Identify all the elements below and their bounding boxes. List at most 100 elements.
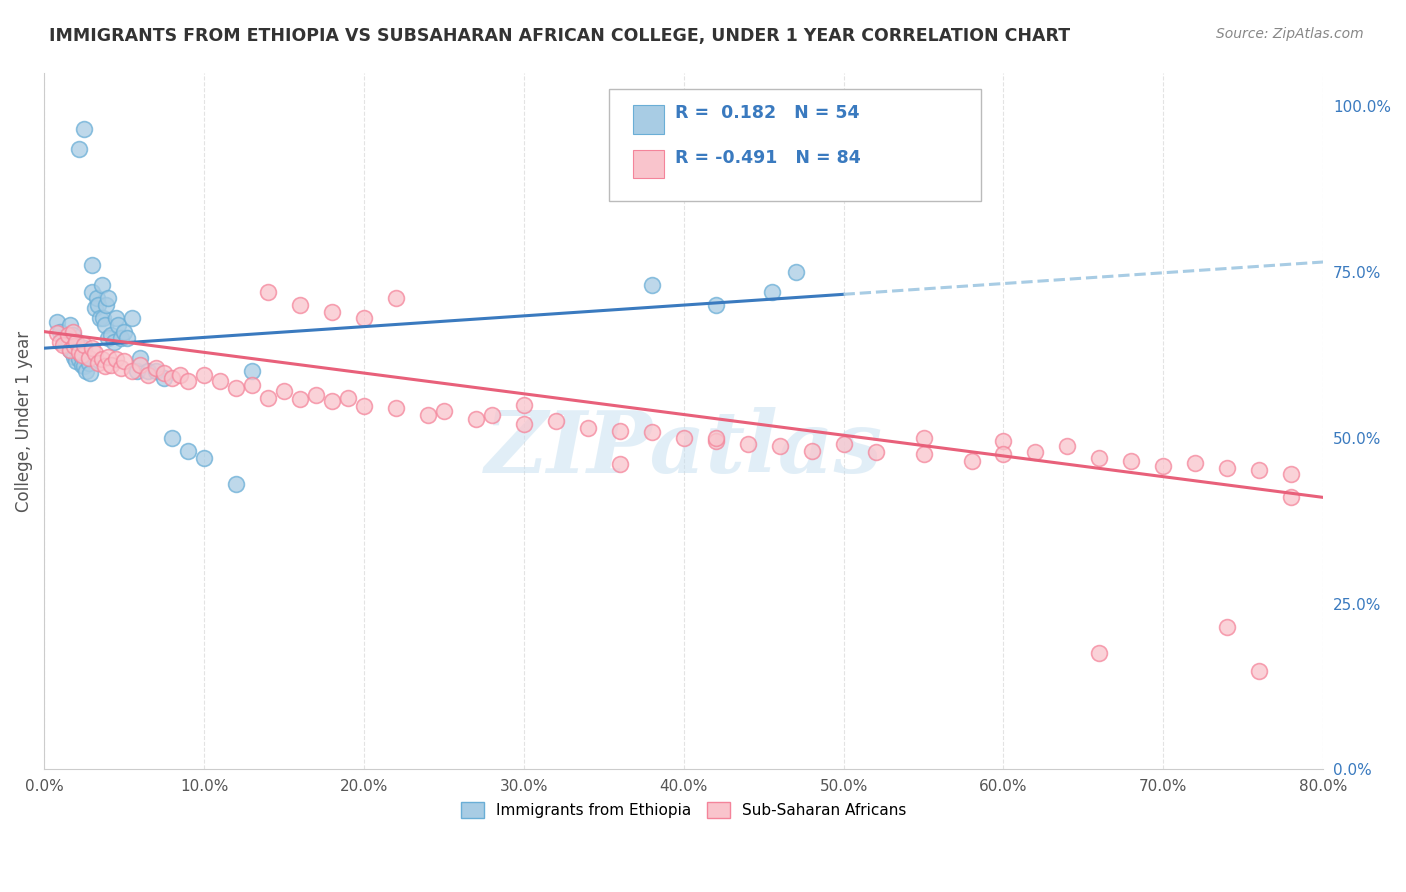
Text: R = -0.491   N = 84: R = -0.491 N = 84: [675, 149, 860, 167]
Point: [273, 384, 295, 399]
Point: [257, 391, 280, 405]
Point: [704, 298, 727, 312]
Point: [107, 318, 129, 332]
Point: [288, 392, 311, 407]
Point: [72, 358, 94, 372]
Point: [90, 352, 112, 367]
Point: [193, 368, 215, 382]
Point: [145, 361, 167, 376]
Point: [208, 375, 231, 389]
Point: [65, 334, 87, 349]
Point: [65, 338, 87, 352]
Point: [91, 311, 114, 326]
Point: [912, 447, 935, 461]
Point: [1279, 491, 1302, 505]
Point: [97, 331, 120, 345]
Point: [321, 394, 343, 409]
Point: [105, 311, 128, 326]
Text: Source: ZipAtlas.com: Source: ZipAtlas.com: [1216, 27, 1364, 41]
Point: [832, 437, 855, 451]
Point: [1024, 445, 1046, 459]
Point: [704, 434, 727, 448]
Point: [257, 285, 280, 299]
Point: [90, 278, 112, 293]
Point: [1056, 439, 1078, 453]
Point: [72, 348, 94, 362]
Point: [641, 425, 664, 440]
Text: ZIPatlas: ZIPatlas: [485, 408, 883, 491]
Point: [45, 326, 67, 340]
Point: [84, 346, 107, 360]
Point: [89, 311, 111, 326]
Point: [70, 348, 93, 362]
Point: [513, 398, 536, 412]
Point: [353, 399, 375, 413]
Point: [87, 298, 110, 312]
Point: [73, 338, 96, 352]
Point: [73, 122, 96, 136]
Point: [129, 351, 152, 366]
Point: [544, 414, 567, 428]
Point: [576, 421, 599, 435]
Point: [1121, 454, 1143, 468]
Point: [67, 142, 90, 156]
Point: [112, 325, 135, 339]
Point: [67, 344, 90, 359]
Point: [1152, 458, 1174, 473]
Point: [993, 447, 1015, 461]
Point: [62, 325, 84, 339]
Point: [288, 298, 311, 312]
Point: [609, 457, 631, 471]
Point: [59, 343, 82, 358]
Point: [65, 354, 87, 368]
Point: [136, 364, 159, 378]
Point: [62, 327, 84, 342]
Point: [52, 338, 75, 352]
Point: [67, 352, 90, 367]
Point: [110, 361, 132, 376]
Point: [464, 412, 486, 426]
Text: IMMIGRANTS FROM ETHIOPIA VS SUBSAHARAN AFRICAN COLLEGE, UNDER 1 YEAR CORRELATION: IMMIGRANTS FROM ETHIOPIA VS SUBSAHARAN A…: [49, 27, 1070, 45]
Point: [79, 366, 101, 380]
Point: [1184, 456, 1206, 470]
Point: [433, 404, 456, 418]
Point: [96, 298, 118, 312]
Point: [385, 401, 408, 415]
Point: [177, 444, 200, 458]
Point: [62, 346, 84, 360]
Point: [56, 327, 79, 342]
Point: [193, 450, 215, 465]
Point: [769, 439, 792, 453]
Point: [865, 445, 887, 459]
Point: [960, 454, 983, 468]
Point: [336, 391, 359, 405]
Point: [1279, 467, 1302, 482]
Point: [73, 341, 96, 355]
Point: [63, 339, 86, 353]
Point: [80, 341, 103, 355]
Point: [80, 258, 103, 272]
Point: [177, 375, 200, 389]
Point: [1216, 460, 1239, 475]
Point: [117, 331, 139, 345]
Point: [49, 334, 72, 349]
Point: [125, 364, 148, 378]
Point: [160, 371, 183, 385]
Point: [513, 417, 536, 432]
Point: [87, 356, 110, 370]
Point: [240, 364, 263, 378]
Point: [80, 285, 103, 299]
Point: [385, 292, 408, 306]
Point: [121, 364, 143, 378]
Point: [704, 431, 727, 445]
Point: [110, 331, 132, 345]
Point: [94, 359, 117, 373]
Point: [321, 304, 343, 318]
Point: [49, 325, 72, 339]
Point: [121, 311, 143, 326]
Point: [56, 339, 79, 353]
Point: [97, 292, 120, 306]
Point: [1216, 620, 1239, 634]
Point: [993, 434, 1015, 448]
Legend: Immigrants from Ethiopia, Sub-Saharan Africans: Immigrants from Ethiopia, Sub-Saharan Af…: [456, 797, 912, 824]
